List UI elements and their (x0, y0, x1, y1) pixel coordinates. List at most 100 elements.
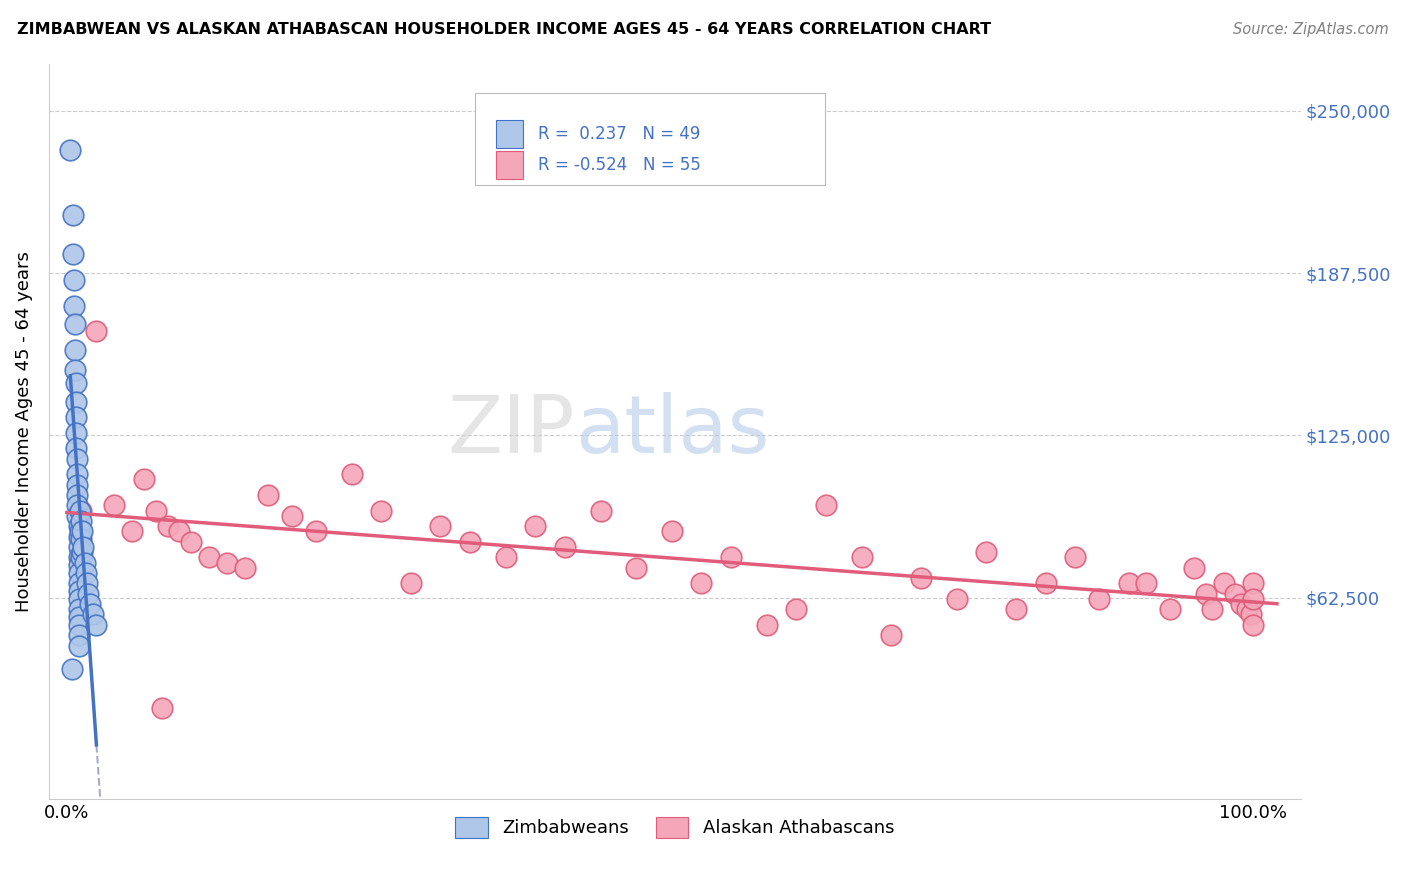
Point (458, 534, 481, 549)
Point (281, 508, 304, 523)
Point (1195, 587, 1218, 601)
Point (67, 519, 90, 533)
Point (67, 628, 90, 642)
Point (70, 545, 93, 559)
Point (1212, 576, 1234, 591)
Point (145, 503, 167, 517)
Point (63, 363, 86, 377)
FancyBboxPatch shape (475, 94, 825, 186)
Point (65, 410, 87, 425)
Point (121, 524, 143, 539)
Point (67, 566, 90, 580)
Point (370, 503, 392, 517)
Point (70, 514, 93, 528)
Point (974, 545, 997, 559)
Point (156, 519, 179, 533)
Point (67, 591, 90, 606)
Point (1005, 602, 1028, 616)
Point (524, 519, 547, 533)
Point (1064, 550, 1087, 565)
Point (77, 587, 100, 601)
Point (63, 272, 86, 286)
Point (73, 556, 96, 570)
Point (67, 618, 90, 632)
Point (103, 499, 125, 513)
Point (180, 534, 202, 549)
Point (67, 550, 90, 565)
Point (1088, 591, 1111, 606)
Point (1236, 602, 1258, 616)
Text: atlas: atlas (575, 392, 769, 470)
Point (198, 550, 221, 565)
Point (70, 550, 93, 565)
Point (1240, 607, 1263, 622)
Point (67, 584, 90, 599)
Point (86, 618, 108, 632)
Point (63, 317, 86, 331)
Point (70, 532, 93, 546)
Text: R = -0.524   N = 55: R = -0.524 N = 55 (538, 156, 702, 174)
Point (65, 394, 87, 409)
Point (65, 425, 87, 440)
Point (1118, 576, 1140, 591)
Point (495, 550, 517, 565)
Bar (496, 151, 523, 178)
Point (132, 473, 155, 487)
Point (851, 550, 873, 565)
Point (69, 524, 91, 539)
Point (1230, 597, 1253, 611)
Point (1035, 576, 1057, 591)
Point (69, 503, 91, 517)
Point (66, 451, 89, 466)
Point (66, 488, 89, 502)
Point (75, 566, 97, 580)
Point (589, 503, 612, 517)
Point (60, 662, 83, 676)
Point (67, 540, 90, 554)
Point (429, 519, 451, 533)
Point (62, 208, 84, 222)
Point (1225, 587, 1247, 601)
Point (169, 524, 191, 539)
Text: ZIP: ZIP (447, 392, 575, 470)
Point (340, 467, 363, 482)
Text: Source: ZipAtlas.com: Source: ZipAtlas.com (1233, 22, 1389, 37)
Point (690, 576, 713, 591)
Point (554, 540, 576, 554)
Point (880, 628, 903, 642)
Point (720, 550, 742, 565)
Point (257, 488, 280, 502)
Point (65, 442, 87, 456)
Point (67, 558, 90, 573)
Point (1241, 591, 1264, 606)
Point (63, 299, 86, 313)
Point (66, 508, 89, 523)
Point (215, 556, 238, 570)
Point (945, 591, 967, 606)
Point (1135, 576, 1157, 591)
Point (62, 246, 84, 260)
Legend: Zimbabweans, Alaskan Athabascans: Zimbabweans, Alaskan Athabascans (449, 810, 901, 845)
Point (1201, 602, 1223, 616)
Point (86, 325, 108, 339)
Point (72, 540, 94, 554)
Text: ZIMBABWEAN VS ALASKAN ATHABASCAN HOUSEHOLDER INCOME AGES 45 - 64 YEARS CORRELATI: ZIMBABWEAN VS ALASKAN ATHABASCAN HOUSEHO… (17, 22, 991, 37)
Point (63, 343, 86, 357)
Point (626, 560, 648, 574)
Point (1182, 560, 1205, 574)
Point (910, 571, 932, 585)
Point (1159, 602, 1181, 616)
Point (82, 607, 104, 622)
Point (67, 530, 90, 544)
Point (815, 499, 838, 513)
Point (70, 524, 93, 539)
Bar (496, 120, 523, 148)
Point (67, 602, 90, 616)
Point (233, 560, 256, 574)
Point (399, 576, 422, 591)
Point (305, 524, 328, 539)
Point (1241, 618, 1264, 632)
Y-axis label: Householder Income Ages 45 - 64 years: Householder Income Ages 45 - 64 years (15, 251, 32, 612)
Text: R =  0.237   N = 49: R = 0.237 N = 49 (538, 125, 700, 144)
Point (76, 576, 98, 591)
